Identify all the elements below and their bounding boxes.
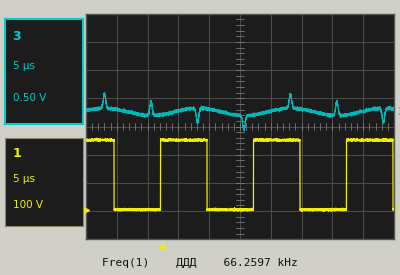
Text: 5 µs: 5 µs	[13, 61, 35, 72]
Text: 0.50 V: 0.50 V	[13, 93, 46, 103]
Text: 5 µs: 5 µs	[13, 174, 35, 183]
Text: 100 V: 100 V	[13, 200, 43, 210]
Text: 1: 1	[397, 205, 400, 215]
Text: 1: 1	[13, 147, 21, 160]
Text: Freq(1)    ДДД    66.2597 kHz: Freq(1) ДДД 66.2597 kHz	[102, 258, 298, 268]
Text: 3: 3	[397, 107, 400, 117]
Text: 3: 3	[13, 30, 21, 43]
